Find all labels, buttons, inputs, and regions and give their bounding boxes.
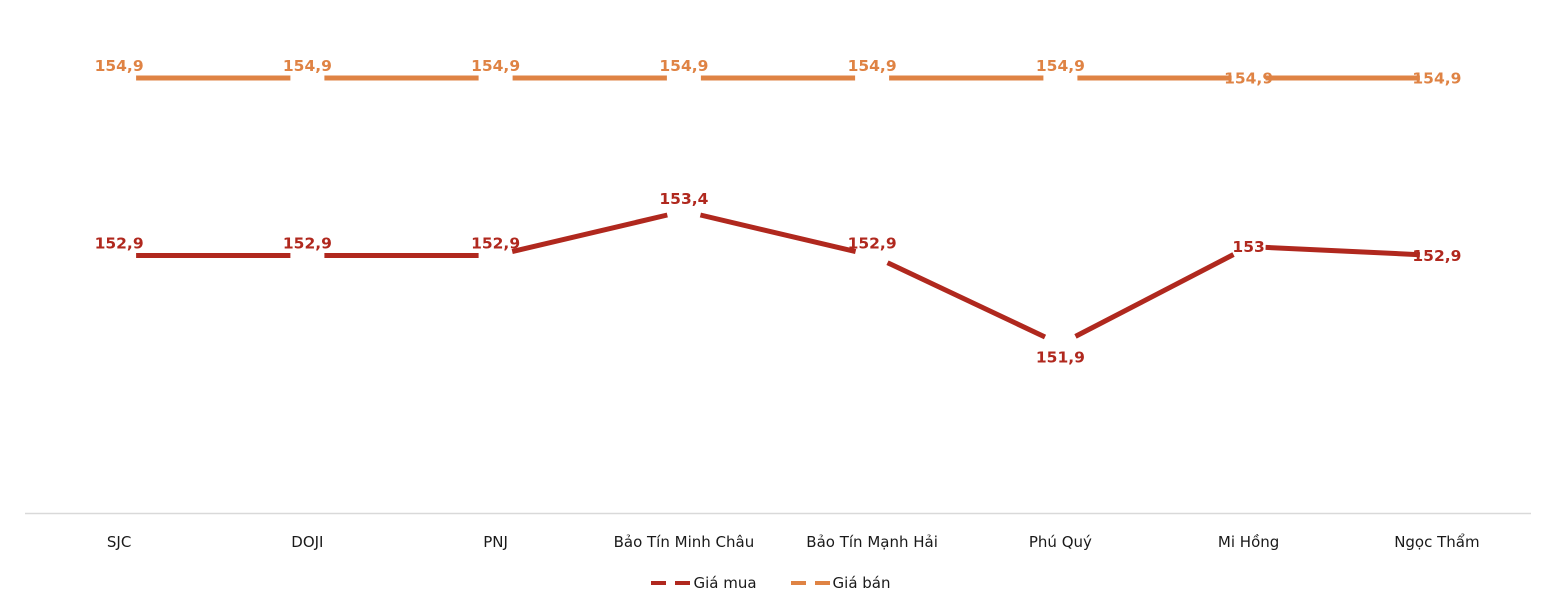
legend-label: Giá bán: [832, 574, 891, 592]
data-label-gia-mua: 153: [1232, 238, 1264, 256]
data-label-gia-ban: 154,9: [1224, 70, 1273, 88]
series-gia-mua-line-segment: [1265, 244, 1421, 258]
data-label-gia-ban: 154,9: [1412, 70, 1461, 88]
series-gia-mua-line-segment: [511, 212, 668, 255]
series-gia-mua-line-segment: [1074, 252, 1235, 339]
category-label: Bảo Tín Mạnh Hải: [806, 533, 938, 551]
legend-dash-icon: [675, 581, 691, 585]
series-gia-mua-line-segment: [886, 260, 1047, 340]
legend-dash-icon: [651, 581, 691, 585]
data-label-gia-mua: 152,9: [1412, 247, 1461, 265]
data-label-gia-mua: 152,9: [848, 235, 897, 253]
chart-legend: Giá mua Giá bán: [0, 568, 1542, 598]
data-label-gia-ban: 154,9: [848, 57, 897, 75]
category-label: Bảo Tín Minh Châu: [614, 533, 755, 551]
category-label: Phú Quý: [1029, 533, 1092, 551]
legend-item-gia-mua: Giá mua: [651, 574, 757, 592]
data-label-gia-ban: 154,9: [1036, 57, 1085, 75]
legend-dash-icon: [651, 581, 667, 585]
data-label-gia-ban: 154,9: [659, 57, 708, 75]
data-label-gia-mua: 152,9: [283, 235, 332, 253]
data-label-gia-mua: 152,9: [95, 235, 144, 253]
category-label: Mi Hồng: [1218, 533, 1279, 551]
legend-dash-icon: [814, 581, 830, 585]
legend-item-gia-ban: Giá bán: [790, 574, 891, 592]
legend-label: Giá mua: [693, 574, 757, 592]
category-label: DOJI: [291, 533, 323, 551]
series-gia-mua-line-segment: [699, 212, 857, 255]
data-label-gia-ban: 154,9: [95, 57, 144, 75]
legend-dash-icon: [790, 581, 830, 585]
category-label: PNJ: [483, 533, 508, 551]
category-label: Ngọc Thẩm: [1394, 533, 1479, 551]
data-label-gia-mua: 153,4: [659, 190, 708, 208]
legend-dash-icon: [790, 581, 806, 585]
data-label-gia-mua: 152,9: [471, 235, 520, 253]
data-label-gia-mua: 151,9: [1036, 348, 1085, 366]
data-label-gia-ban: 154,9: [471, 57, 520, 75]
category-label: SJC: [107, 533, 131, 551]
data-label-gia-ban: 154,9: [283, 57, 332, 75]
